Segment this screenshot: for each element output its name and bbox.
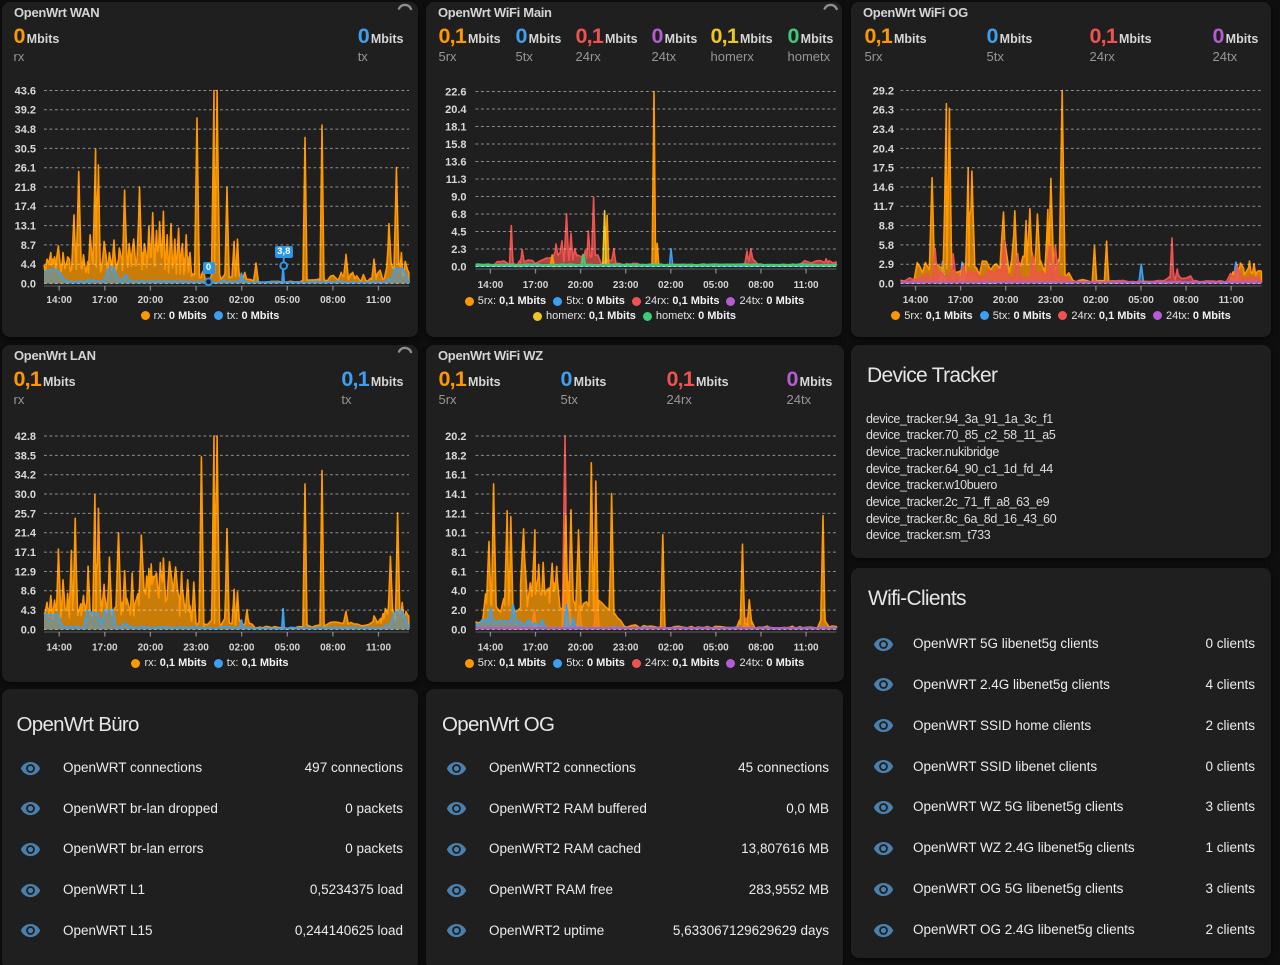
svg-text:11:00: 11:00 — [1219, 295, 1244, 306]
svg-text:05:00: 05:00 — [275, 642, 301, 653]
svg-text:20:00: 20:00 — [568, 642, 594, 653]
svg-text:11.7: 11.7 — [873, 201, 894, 213]
svg-text:02:00: 02:00 — [229, 642, 255, 653]
svg-text:02:00: 02:00 — [658, 280, 684, 291]
svg-text:17:00: 17:00 — [523, 642, 549, 653]
svg-text:8.6: 8.6 — [21, 586, 36, 598]
svg-text:34.2: 34.2 — [15, 470, 36, 482]
svg-text:11.3: 11.3 — [446, 174, 467, 186]
svg-text:20.2: 20.2 — [445, 431, 466, 443]
svg-text:05:00: 05:00 — [703, 642, 729, 653]
svg-text:2.3: 2.3 — [451, 244, 466, 256]
svg-text:11:00: 11:00 — [366, 295, 391, 306]
svg-text:0.0: 0.0 — [21, 624, 36, 636]
svg-text:30.0: 30.0 — [15, 489, 36, 501]
svg-text:26.3: 26.3 — [873, 105, 894, 117]
svg-text:17:00: 17:00 — [948, 295, 974, 306]
svg-text:14:00: 14:00 — [46, 642, 72, 653]
svg-text:14.1: 14.1 — [445, 489, 466, 501]
svg-text:14:00: 14:00 — [903, 295, 929, 306]
svg-text:17:00: 17:00 — [92, 642, 118, 653]
svg-text:11:00: 11:00 — [794, 642, 819, 653]
svg-text:02:00: 02:00 — [658, 642, 684, 653]
svg-text:20:00: 20:00 — [138, 295, 164, 306]
svg-text:34.8: 34.8 — [15, 124, 36, 136]
svg-text:17:00: 17:00 — [92, 295, 118, 306]
svg-text:11:00: 11:00 — [794, 280, 819, 291]
svg-text:23:00: 23:00 — [183, 295, 209, 306]
svg-text:21.4: 21.4 — [15, 528, 37, 540]
svg-text:6.1: 6.1 — [451, 566, 466, 578]
svg-text:17:00: 17:00 — [523, 280, 549, 291]
svg-text:4.0: 4.0 — [451, 586, 466, 598]
svg-text:23:00: 23:00 — [613, 642, 639, 653]
svg-text:02:00: 02:00 — [1083, 295, 1109, 306]
svg-text:11:00: 11:00 — [366, 642, 391, 653]
svg-text:25.7: 25.7 — [15, 508, 36, 520]
svg-text:05:00: 05:00 — [703, 280, 729, 291]
svg-text:0.0: 0.0 — [451, 624, 466, 636]
svg-text:14:00: 14:00 — [478, 280, 504, 291]
svg-text:30.5: 30.5 — [15, 143, 36, 155]
svg-text:9.0: 9.0 — [451, 191, 466, 203]
svg-text:43.6: 43.6 — [15, 85, 36, 97]
svg-text:20.4: 20.4 — [445, 104, 467, 116]
svg-text:14.6: 14.6 — [873, 182, 894, 194]
svg-text:17.5: 17.5 — [873, 163, 894, 175]
svg-text:8.8: 8.8 — [879, 221, 894, 233]
svg-text:4.5: 4.5 — [451, 226, 466, 238]
svg-text:0.0: 0.0 — [451, 261, 466, 273]
svg-text:8.1: 8.1 — [451, 547, 466, 559]
svg-text:42.8: 42.8 — [15, 431, 36, 443]
svg-text:0.0: 0.0 — [21, 278, 36, 290]
svg-text:2.0: 2.0 — [451, 605, 466, 617]
svg-text:15.8: 15.8 — [445, 139, 466, 151]
svg-text:14:00: 14:00 — [478, 642, 504, 653]
svg-text:13.6: 13.6 — [445, 156, 466, 168]
svg-text:5.8: 5.8 — [879, 240, 894, 252]
svg-text:13.1: 13.1 — [15, 221, 36, 233]
svg-text:20:00: 20:00 — [568, 280, 594, 291]
svg-text:0.0: 0.0 — [879, 278, 894, 290]
svg-text:02:00: 02:00 — [229, 295, 255, 306]
svg-text:20.4: 20.4 — [873, 143, 895, 155]
svg-text:4.4: 4.4 — [21, 259, 37, 271]
svg-text:4.3: 4.3 — [21, 605, 36, 617]
svg-text:22.6: 22.6 — [445, 86, 466, 98]
svg-text:8.7: 8.7 — [21, 240, 36, 252]
svg-text:17.4: 17.4 — [15, 201, 37, 213]
svg-text:38.5: 38.5 — [15, 450, 36, 462]
svg-text:14:00: 14:00 — [46, 295, 72, 306]
svg-text:12.9: 12.9 — [15, 566, 36, 578]
svg-text:08:00: 08:00 — [320, 642, 346, 653]
svg-text:23:00: 23:00 — [613, 280, 639, 291]
svg-text:05:00: 05:00 — [1128, 295, 1154, 306]
svg-text:08:00: 08:00 — [1173, 295, 1199, 306]
svg-text:23.4: 23.4 — [873, 124, 895, 136]
svg-text:18.2: 18.2 — [445, 450, 466, 462]
svg-text:10.1: 10.1 — [445, 528, 466, 540]
svg-text:23:00: 23:00 — [183, 642, 209, 653]
svg-text:2.9: 2.9 — [879, 259, 894, 271]
svg-text:23:00: 23:00 — [1038, 295, 1064, 306]
svg-text:20:00: 20:00 — [993, 295, 1019, 306]
svg-text:12.1: 12.1 — [445, 508, 466, 520]
svg-text:08:00: 08:00 — [320, 295, 346, 306]
svg-text:29.2: 29.2 — [873, 85, 894, 97]
svg-text:26.1: 26.1 — [15, 163, 36, 175]
svg-text:17.1: 17.1 — [15, 547, 36, 559]
svg-text:08:00: 08:00 — [748, 280, 774, 291]
svg-text:16.1: 16.1 — [445, 470, 466, 482]
svg-text:21.8: 21.8 — [15, 182, 36, 194]
svg-text:6.8: 6.8 — [451, 209, 466, 221]
svg-text:08:00: 08:00 — [748, 642, 774, 653]
svg-text:20:00: 20:00 — [138, 642, 164, 653]
svg-text:18.1: 18.1 — [445, 121, 466, 133]
svg-text:39.2: 39.2 — [15, 105, 36, 117]
svg-text:05:00: 05:00 — [275, 295, 301, 306]
